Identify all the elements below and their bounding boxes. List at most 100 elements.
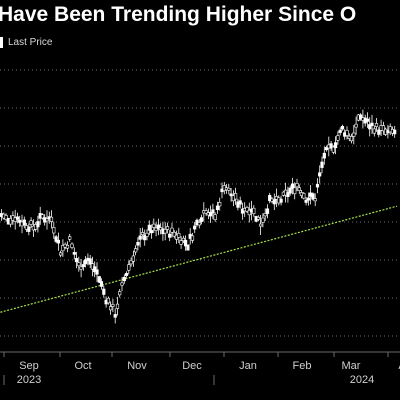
price-bar xyxy=(143,235,147,241)
price-bar xyxy=(56,239,60,244)
price-bar xyxy=(111,304,115,307)
price-bar xyxy=(329,143,333,149)
price-bar xyxy=(149,230,154,234)
price-bar xyxy=(138,235,142,240)
price-bar xyxy=(322,152,326,159)
price-bar xyxy=(286,192,290,197)
trendline-segment xyxy=(0,205,398,313)
price-bar xyxy=(95,269,99,275)
price-bar xyxy=(72,252,76,255)
price-bar xyxy=(279,198,283,203)
price-bar xyxy=(181,237,186,241)
trendline xyxy=(0,205,398,313)
price-bar xyxy=(261,217,265,223)
price-bar xyxy=(306,197,311,201)
price-bar xyxy=(377,129,381,135)
price-bar xyxy=(163,229,167,234)
price-bar xyxy=(74,258,79,263)
price-bar xyxy=(93,266,97,273)
price-bar xyxy=(84,259,88,265)
legend-label: Last Price xyxy=(8,36,53,48)
price-bar xyxy=(215,205,220,210)
price-bar xyxy=(313,198,317,202)
price-bar xyxy=(240,208,245,214)
price-bar xyxy=(127,264,131,271)
price-bar xyxy=(102,288,106,295)
price-bar xyxy=(172,232,176,237)
price-bar xyxy=(252,207,256,214)
year-label: 2023 xyxy=(17,374,41,386)
x-axis: Sep Oct Nov Dec Jan Feb Mar A 2023 2024 xyxy=(0,351,400,386)
price-bar xyxy=(213,214,217,221)
price-bar xyxy=(124,273,129,276)
price-bar xyxy=(293,187,297,195)
price-bar xyxy=(122,276,126,282)
price-bar xyxy=(97,276,101,283)
price-bar xyxy=(136,242,140,246)
price-bar xyxy=(145,232,149,237)
price-bar xyxy=(349,136,354,142)
price-bar xyxy=(331,146,336,153)
price-bar xyxy=(204,210,208,214)
price-bar xyxy=(177,233,181,238)
price-bar xyxy=(320,161,324,168)
price-bar xyxy=(247,210,251,216)
price-bar xyxy=(88,258,92,265)
price-bar xyxy=(238,200,242,205)
price-bar xyxy=(311,193,315,200)
x-tick-label: A xyxy=(398,360,400,372)
price-bar xyxy=(79,266,83,270)
price-bar xyxy=(372,128,376,134)
price-bar xyxy=(99,281,104,287)
price-bar xyxy=(81,264,85,267)
price-bar xyxy=(340,126,345,130)
legend-swatch xyxy=(0,36,3,48)
price-bar xyxy=(54,236,58,242)
price-bar xyxy=(358,114,363,120)
x-tick-label: Dec xyxy=(182,360,202,372)
price-bar xyxy=(131,255,136,262)
price-bar xyxy=(156,224,161,230)
price-bar xyxy=(58,252,63,256)
price-bar xyxy=(236,201,240,208)
price-bar xyxy=(27,226,31,232)
x-tick-label: Mar xyxy=(342,360,361,372)
price-bar xyxy=(140,232,145,235)
price-bar xyxy=(115,303,120,309)
price-bar xyxy=(113,314,117,318)
price-bar xyxy=(190,235,195,241)
price-bar xyxy=(263,213,267,217)
price-bar xyxy=(258,223,263,227)
price-bar xyxy=(315,184,320,188)
price-bar xyxy=(352,132,356,137)
price-bar xyxy=(365,118,370,122)
price-bar xyxy=(199,217,204,222)
price-bar xyxy=(234,193,238,200)
price-bar xyxy=(29,220,33,225)
price-bar xyxy=(118,291,122,296)
price-bar xyxy=(209,212,213,217)
price-bar xyxy=(65,245,70,249)
price-bar xyxy=(218,202,222,207)
price-bar xyxy=(268,195,272,202)
price-bar xyxy=(52,227,56,234)
price-bar xyxy=(61,245,65,252)
price-bar xyxy=(265,208,270,214)
price-bar xyxy=(227,187,231,191)
price-bar xyxy=(168,233,172,238)
price-bar xyxy=(45,218,49,222)
price-bar xyxy=(77,262,81,267)
price-bar xyxy=(109,306,113,311)
price-bar xyxy=(70,243,74,248)
price-bar xyxy=(256,216,261,220)
price-bar xyxy=(354,123,358,128)
price-bar xyxy=(393,129,397,135)
price-bar xyxy=(297,187,301,191)
price-bar xyxy=(184,239,188,247)
price-bar xyxy=(197,222,201,226)
x-tick-label: Oct xyxy=(74,360,91,372)
price-bar xyxy=(370,122,374,127)
price-bar xyxy=(245,207,249,212)
grid xyxy=(0,69,400,337)
